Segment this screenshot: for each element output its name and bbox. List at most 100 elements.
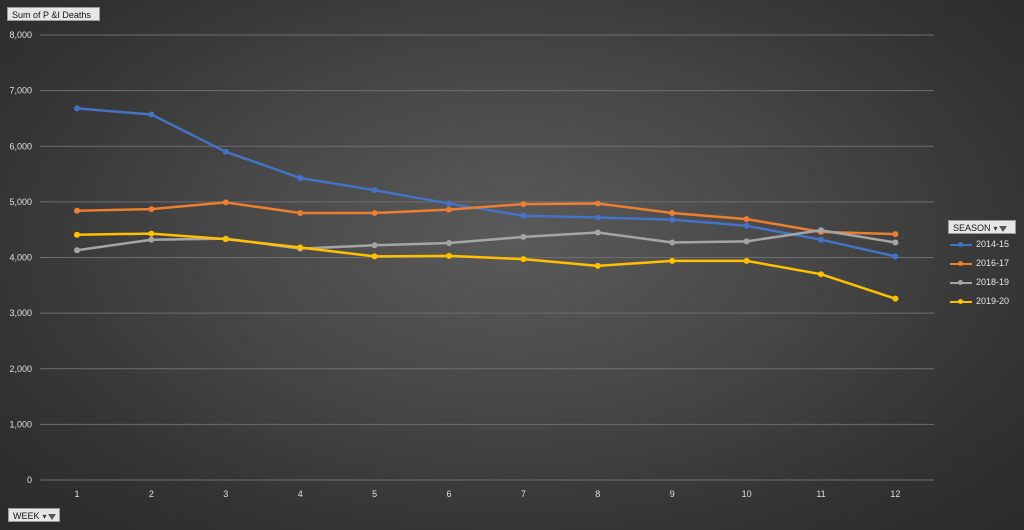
y-tick-label: 8,000 — [9, 30, 32, 40]
legend-marker — [958, 299, 963, 304]
data-point[interactable] — [669, 239, 676, 246]
data-point[interactable] — [743, 216, 750, 223]
data-point[interactable] — [520, 233, 527, 240]
data-point[interactable] — [74, 247, 80, 254]
legend-item[interactable]: 2018-19 — [948, 274, 1022, 293]
x-tick-label: 3 — [223, 489, 228, 499]
legend-label: 2019-20 — [976, 296, 1010, 306]
x-tick-label: 5 — [372, 489, 377, 499]
data-point[interactable] — [743, 238, 750, 245]
series-line — [76, 232, 896, 300]
y-tick-label: 2,000 — [9, 364, 32, 374]
y-tick-label: 3,000 — [9, 308, 32, 318]
legend-marker — [958, 242, 963, 247]
data-point[interactable] — [148, 230, 155, 237]
legend-marker — [958, 261, 963, 266]
data-point[interactable] — [446, 252, 452, 259]
series-lines — [74, 105, 899, 302]
week-field-label: WEEK — [13, 511, 40, 521]
data-point[interactable] — [297, 174, 304, 181]
x-tick-label: 6 — [446, 489, 451, 499]
data-point[interactable] — [594, 262, 601, 269]
data-point[interactable] — [743, 257, 750, 264]
y-tick-label: 1,000 — [9, 419, 32, 429]
series-line — [76, 107, 896, 258]
data-point[interactable] — [446, 200, 452, 207]
data-point[interactable] — [371, 253, 378, 260]
x-tick-label: 4 — [298, 489, 303, 499]
data-point[interactable] — [148, 111, 155, 118]
data-point[interactable] — [743, 222, 750, 229]
data-point[interactable] — [74, 105, 80, 112]
series-2019-20 — [74, 230, 899, 302]
x-tick-label: 11 — [816, 489, 825, 499]
y-axis-tick-labels: 0 1,000 2,000 3,000 4,000 5,000 6,000 7,000 8,00… — [9, 30, 32, 485]
data-point[interactable] — [446, 240, 452, 247]
data-point[interactable] — [446, 206, 452, 213]
x-tick-label: 1 — [74, 489, 79, 499]
x-axis-tick-labels: 1 2 3 4 5 6 7 8 9 10 11 12 — [74, 489, 900, 499]
y-tick-label: 5,000 — [9, 197, 32, 207]
data-point[interactable] — [892, 295, 899, 302]
data-point[interactable] — [297, 244, 304, 251]
legend-item[interactable]: 2019-20 — [948, 293, 1022, 312]
data-point[interactable] — [297, 210, 304, 216]
filter-funnel-icon[interactable] — [47, 513, 56, 520]
data-point[interactable] — [594, 214, 601, 221]
dropdown-arrow-icon[interactable]: ▾ — [42, 512, 47, 521]
legend-label: 2014-15 — [976, 239, 1010, 249]
data-point[interactable] — [520, 212, 527, 219]
data-point[interactable] — [892, 239, 899, 246]
series-2014-15 — [74, 105, 899, 260]
x-tick-label: 10 — [742, 489, 752, 499]
data-point[interactable] — [669, 216, 676, 223]
y-tick-label: 7,000 — [9, 86, 32, 96]
data-point[interactable] — [594, 200, 601, 207]
data-point[interactable] — [594, 229, 601, 236]
legend-label: 2018-19 — [976, 277, 1010, 287]
x-tick-label: 9 — [670, 489, 675, 499]
legend: 2014-15 2016-17 2018-19 2019-20 — [948, 236, 1022, 312]
data-point[interactable] — [148, 236, 155, 243]
y-tick-label: 6,000 — [9, 141, 32, 151]
legend-item[interactable]: 2016-17 — [948, 255, 1022, 274]
data-point[interactable] — [669, 210, 676, 216]
week-field-button[interactable]: WEEK ▾ — [8, 508, 60, 522]
data-point[interactable] — [818, 236, 824, 243]
data-point[interactable] — [520, 201, 527, 208]
data-point[interactable] — [892, 231, 899, 238]
data-point[interactable] — [818, 271, 824, 278]
legend-label: 2016-17 — [976, 258, 1010, 268]
series-2016-17 — [74, 199, 899, 238]
filter-funnel-icon[interactable] — [998, 225, 1007, 232]
x-tick-label: 7 — [521, 489, 526, 499]
data-point[interactable] — [818, 227, 824, 234]
data-point[interactable] — [371, 210, 378, 216]
data-point[interactable] — [74, 207, 80, 214]
x-tick-label: 12 — [890, 489, 900, 499]
x-tick-label: 8 — [595, 489, 600, 499]
data-point[interactable] — [74, 231, 80, 238]
data-point[interactable] — [669, 257, 676, 264]
legend-item[interactable]: 2014-15 — [948, 236, 1022, 255]
x-tick-label: 2 — [149, 489, 154, 499]
data-point[interactable] — [222, 199, 229, 206]
data-point[interactable] — [222, 236, 229, 243]
y-tick-label: 0 — [27, 475, 32, 485]
season-field-button[interactable]: SEASON ▾ — [948, 220, 1016, 234]
season-field-label: SEASON — [953, 223, 991, 233]
data-point[interactable] — [148, 206, 155, 213]
measure-field-button[interactable]: Sum of P &I Deaths — [7, 7, 100, 21]
data-point[interactable] — [892, 253, 899, 260]
series-line — [76, 201, 896, 236]
series-line — [76, 228, 896, 252]
data-point[interactable] — [371, 242, 378, 249]
data-point[interactable] — [520, 256, 527, 263]
dropdown-arrow-icon[interactable]: ▾ — [993, 224, 998, 233]
measure-field-label: Sum of P &I Deaths — [12, 10, 91, 20]
data-point[interactable] — [371, 187, 378, 194]
y-tick-label: 4,000 — [9, 253, 32, 263]
legend-marker — [958, 280, 963, 285]
data-point[interactable] — [222, 148, 229, 155]
